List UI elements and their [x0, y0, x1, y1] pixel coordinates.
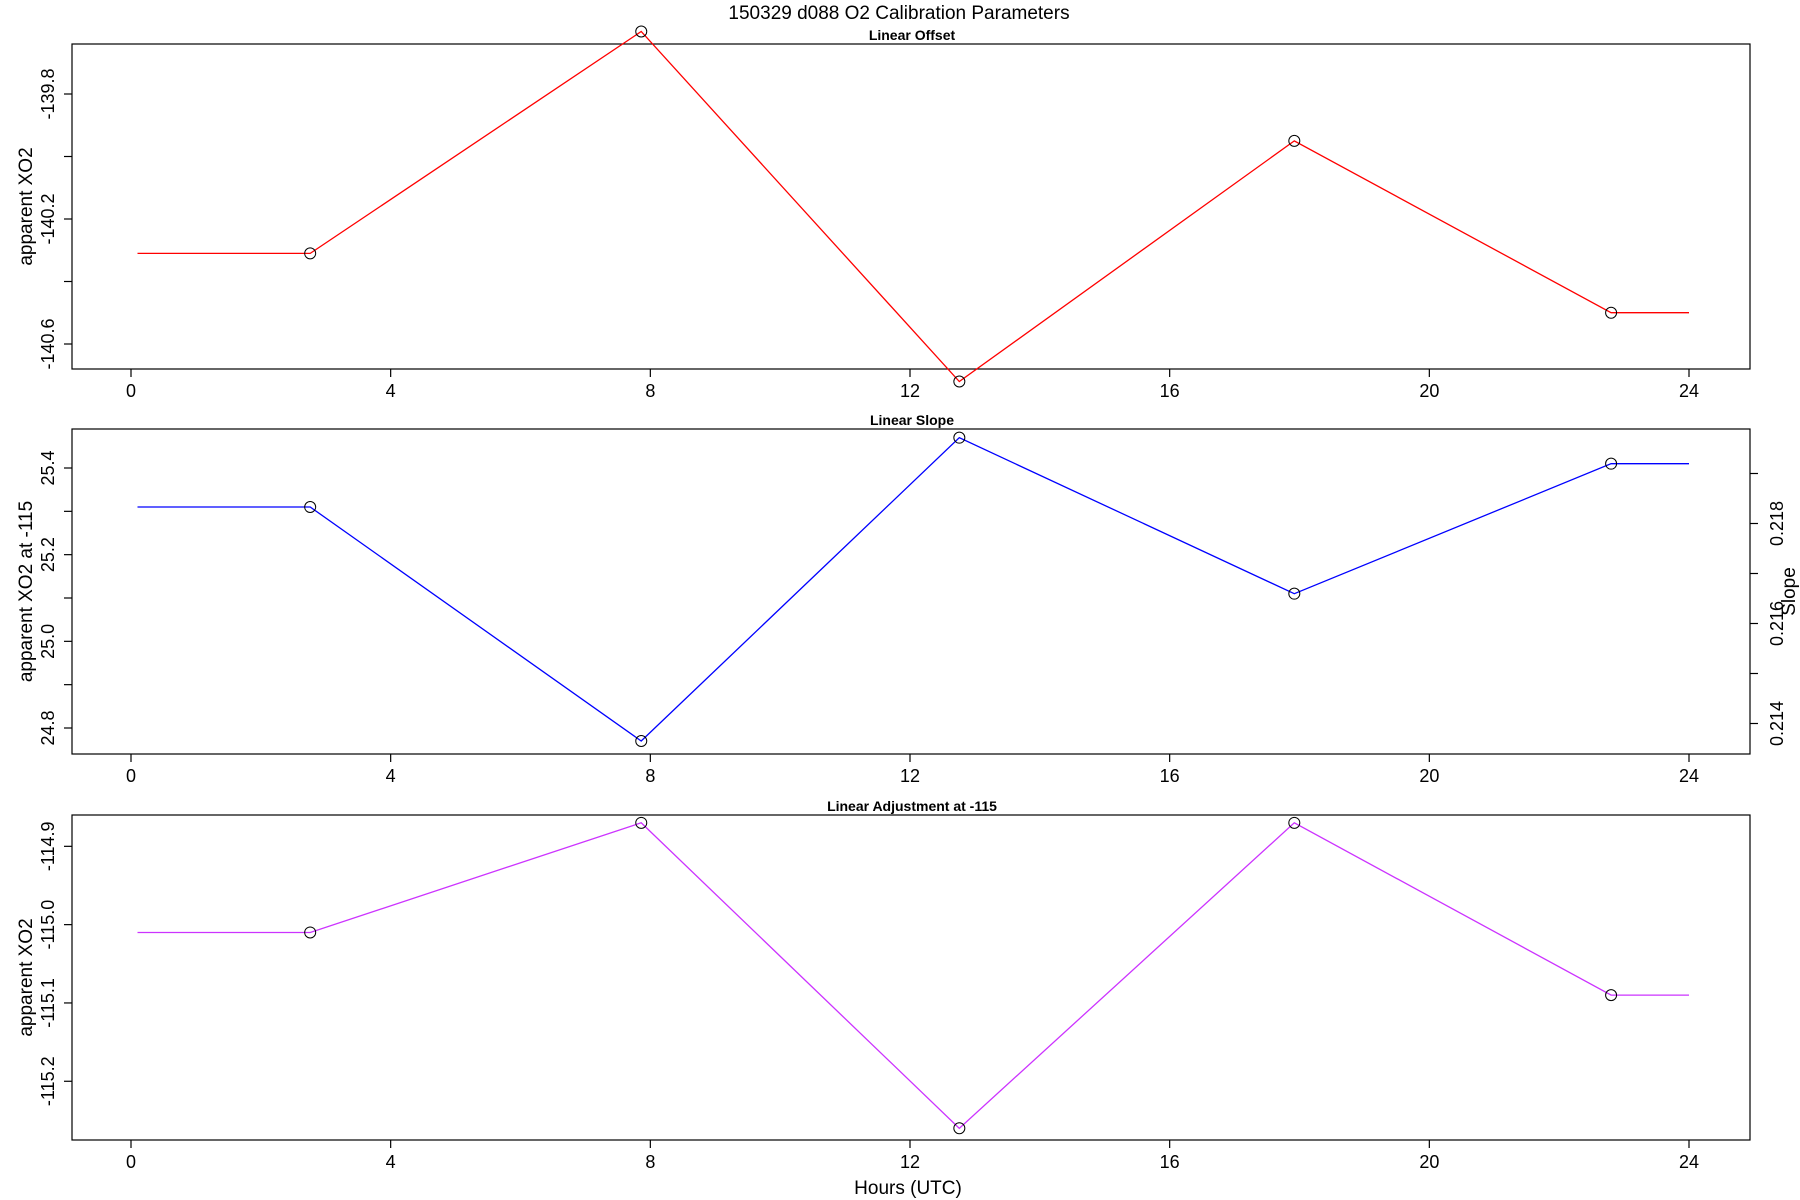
linear-adjustment-x-tick-label: 12 — [900, 1152, 920, 1172]
figure-title: 150329 d088 O2 Calibration Parameters — [728, 3, 1069, 24]
linear-slope-y2-axis-title: Slope — [1779, 567, 1800, 616]
linear-adjustment-x-tick-label: 4 — [386, 1152, 396, 1172]
linear-offset-data-point — [304, 247, 317, 260]
linear-adjustment-y-tick-label: -114.9 — [38, 821, 58, 871]
linear-adjustment-y-axis-title: apparent XO2 — [16, 918, 37, 1036]
linear-slope-x-tick-label: 8 — [645, 766, 655, 786]
linear-offset-x-tick-label: 4 — [386, 381, 396, 401]
linear-offset-x-tick-label: 20 — [1419, 381, 1439, 401]
panel-linear-slope: Linear Slope 0 4 8 12 16 20 24 24.8 25.0 25.2 25.4a… — [16, 412, 1800, 786]
linear-slope-x-tick-label: 20 — [1419, 766, 1439, 786]
linear-adjustment-title: Linear Adjustment at -115 — [827, 798, 997, 814]
linear-slope-x-tick-label: 0 — [126, 766, 136, 786]
x-axis-title: Hours (UTC) — [854, 1178, 962, 1199]
linear-slope-data-point — [304, 501, 317, 513]
linear-adjustment-data-point — [1605, 989, 1618, 1002]
linear-slope-y-tick-label: 25.4 — [38, 450, 58, 485]
linear-offset-x-tick-label: 8 — [645, 381, 655, 401]
panel-linear-adjustment: Linear Adjustment at -115 0 4 8 12 16 20 24 -114… — [16, 798, 1751, 1172]
linear-offset-title: Linear Offset — [869, 27, 956, 43]
linear-slope-data-point — [635, 735, 648, 747]
linear-slope-y2-tick-label: 0.216 — [1767, 601, 1787, 646]
linear-offset-data-point — [953, 375, 966, 388]
linear-slope-y-axis-title: apparent XO2 at -115 — [16, 501, 37, 682]
linear-slope-plot-frame — [71, 428, 1751, 755]
linear-offset-y-tick-label: -139.8 — [38, 68, 58, 119]
linear-offset-x-tick-label: 0 — [126, 381, 136, 401]
linear-offset-x-tick-label: 12 — [900, 381, 920, 401]
linear-offset-y-tick-label: -140.6 — [38, 318, 58, 369]
linear-adjustment-x-tick-label: 16 — [1160, 1152, 1180, 1172]
linear-slope-title: Linear Slope — [870, 412, 954, 428]
linear-offset-plot-frame — [71, 43, 1751, 370]
linear-offset-data-point — [635, 25, 648, 38]
linear-slope-data-point — [1288, 587, 1301, 600]
linear-offset-x-tick-label: 24 — [1679, 381, 1699, 401]
linear-adjustment-y-tick-label: -115.2 — [38, 1056, 58, 1106]
linear-slope-y2-tick-label: 0.218 — [1767, 501, 1787, 546]
linear-offset-y-tick-label: -140.2 — [38, 193, 58, 244]
linear-adjustment-x-tick-label: 20 — [1419, 1152, 1439, 1172]
panel-linear-offset: Linear Offset 0 4 8 12 16 20 24 -139.8 -140.2 -140… — [16, 25, 1751, 401]
linear-slope-x-tick-label: 4 — [386, 766, 396, 786]
linear-slope-y-tick-label: 25.0 — [38, 624, 58, 659]
linear-adjustment-data-point — [953, 1122, 966, 1135]
linear-adjustment-x-tick-label: 0 — [126, 1152, 136, 1172]
linear-offset-data-point — [1288, 134, 1301, 147]
linear-offset-y-axis-title: apparent XO2 — [16, 147, 37, 265]
linear-slope-series-line — [137, 436, 1689, 742]
linear-slope-x-tick-label: 16 — [1160, 766, 1180, 786]
linear-offset-data-point — [1605, 306, 1618, 319]
linear-slope-y-tick-label: 25.2 — [38, 537, 58, 572]
linear-adjustment-plot-frame — [71, 814, 1751, 1141]
linear-offset-series-line — [137, 30, 1689, 383]
linear-slope-data-point — [953, 431, 966, 444]
linear-adjustment-y-tick-label: -115.1 — [38, 978, 58, 1028]
linear-slope-y-tick-label: 24.8 — [38, 710, 58, 745]
linear-adjustment-data-point — [1288, 816, 1301, 829]
linear-slope-x-tick-label: 24 — [1679, 766, 1699, 786]
linear-adjustment-data-point — [304, 926, 317, 939]
linear-adjustment-x-tick-label: 24 — [1679, 1152, 1699, 1172]
linear-adjustment-series-line — [137, 822, 1689, 1130]
linear-adjustment-x-tick-label: 8 — [645, 1152, 655, 1172]
linear-slope-x-tick-label: 12 — [900, 766, 920, 786]
linear-adjustment-data-point — [635, 816, 648, 829]
linear-offset-x-tick-label: 16 — [1160, 381, 1180, 401]
linear-slope-y2-tick-label: 0.214 — [1767, 701, 1787, 746]
linear-adjustment-y-tick-label: -115.0 — [38, 900, 58, 950]
linear-slope-data-point — [1605, 457, 1618, 470]
